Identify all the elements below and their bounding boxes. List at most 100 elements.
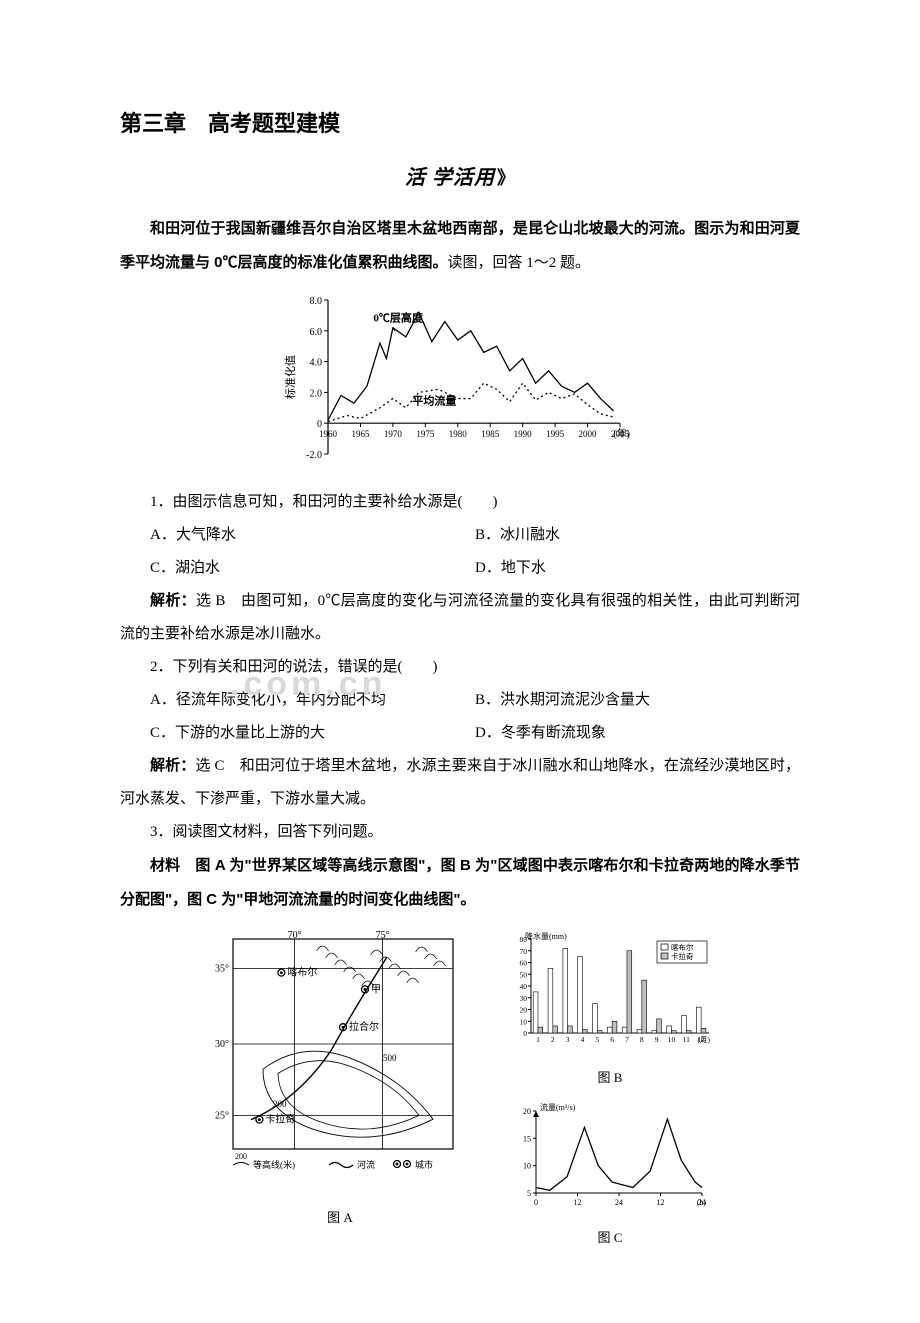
svg-text:1985: 1985: [481, 430, 500, 440]
svg-text:10: 10: [523, 1162, 531, 1171]
q2-stem: 2．下列有关和田河的说法，错误的是( ): [120, 651, 800, 684]
svg-text:10: 10: [520, 1018, 528, 1027]
q1-options: A．大气降水 B．冰川融水 C．湖泊水 D．地下水: [120, 519, 800, 585]
svg-text:0℃层高度: 0℃层高度: [373, 311, 423, 325]
q2-answer: 解析：选 C 和田河位于塔里木盆地，水源主要来自于冰川融水和山地降水，在流经沙漠…: [120, 750, 800, 816]
q1-opt-a: A．大气降水: [150, 519, 475, 552]
svg-text:70°: 70°: [288, 931, 302, 941]
svg-text:6.0: 6.0: [310, 327, 323, 338]
svg-text:4: 4: [581, 1035, 585, 1044]
figC-wrap: 5101520流量(m³/s)012241224(h) 图 C: [510, 1101, 710, 1253]
svg-text:12: 12: [574, 1198, 582, 1207]
svg-text:喀布尔: 喀布尔: [287, 966, 317, 979]
svg-text:2: 2: [551, 1035, 555, 1044]
svg-text:拉合尔: 拉合尔: [349, 1021, 379, 1034]
q1-stem: 1．由图示信息可知，和田河的主要补给水源是( ): [120, 486, 800, 519]
svg-text:标准化值: 标准化值: [283, 355, 297, 399]
svg-text:5: 5: [595, 1035, 599, 1044]
svg-text:11: 11: [683, 1035, 690, 1044]
svg-text:卡拉奇: 卡拉奇: [265, 1113, 295, 1126]
svg-text:卡拉奇: 卡拉奇: [671, 951, 694, 961]
q2-options: A．径流年际变化小，年内分配不均 B．洪水期河流泥沙含量大 C．下游的水量比上游…: [120, 684, 800, 750]
section-banner: 活 学活用》: [120, 156, 800, 200]
q2-ans-lead: 解析：: [150, 758, 195, 774]
svg-text:城市: 城市: [415, 1159, 433, 1170]
figA-wrap: 70°75°25°30°35°200500喀布尔甲拉合尔卡拉奇200等高线(米)…: [205, 931, 475, 1233]
svg-text:1990: 1990: [514, 430, 533, 440]
svg-text:5: 5: [527, 1189, 531, 1198]
q2-opt-a: A．径流年际变化小，年内分配不均: [150, 684, 475, 717]
svg-text:-2.0: -2.0: [306, 450, 322, 461]
q2-ans-body: 选 C 和田河位于塔里木盆地，水源主要来自于冰川融水和山地降水，在流经沙漠地区时…: [120, 758, 800, 807]
svg-text:(h): (h): [697, 1198, 707, 1207]
svg-text:(月): (月): [698, 1035, 711, 1044]
svg-text:12: 12: [657, 1198, 665, 1207]
svg-text:10: 10: [668, 1035, 676, 1044]
q3-material: 材料 图 A 为"世界某区域等高线示意图"，图 B 为"区域图中表示喀布尔和卡拉…: [120, 849, 800, 917]
svg-text:1960: 1960: [319, 430, 338, 440]
svg-text:20: 20: [520, 1006, 528, 1015]
svg-text:1965: 1965: [351, 430, 370, 440]
svg-text:70: 70: [520, 947, 528, 956]
q1-answer: 解析：选 B 由图可知，0℃层高度的变化与河流径流量的变化具有很强的相关性，由此…: [120, 585, 800, 651]
svg-text:喀布尔: 喀布尔: [671, 942, 694, 952]
svg-text:1995: 1995: [546, 430, 565, 440]
svg-text:平均流量: 平均流量: [412, 394, 456, 408]
figB-wrap: 01020304050607080降水量(mm)喀布尔卡拉奇1234567891…: [505, 931, 715, 1093]
svg-text:2.0: 2.0: [310, 389, 323, 400]
svg-text:(年): (年): [613, 428, 630, 441]
figB-caption: 图 B: [505, 1064, 715, 1093]
svg-text:24: 24: [615, 1198, 623, 1207]
svg-text:30: 30: [520, 994, 528, 1003]
svg-text:0: 0: [534, 1198, 538, 1207]
q1-ans-lead: 解析：: [150, 593, 196, 609]
svg-text:30°: 30°: [215, 1039, 229, 1050]
svg-text:60: 60: [520, 959, 528, 968]
svg-text:河流: 河流: [357, 1159, 375, 1170]
svg-text:降水量(mm): 降水量(mm): [525, 931, 567, 941]
chart1-container: -2.002.04.06.08.019601965197019751980198…: [120, 290, 800, 480]
svg-text:流量(m³/s): 流量(m³/s): [540, 1102, 576, 1112]
svg-text:3: 3: [566, 1035, 570, 1044]
q3-mat-lead: 材料: [150, 857, 180, 874]
intro-tail: 读图，回答 1～2 题。: [448, 255, 591, 271]
svg-text:等高线(米): 等高线(米): [253, 1159, 295, 1170]
banner-text: 活 学活用: [405, 167, 495, 189]
q3-mat-body: 图 A 为"世界某区域等高线示意图"，图 B 为"区域图中表示喀布尔和卡拉奇两地…: [120, 857, 800, 908]
q2-opt-c: C．下游的水量比上游的大: [150, 717, 475, 750]
svg-text:8: 8: [640, 1035, 644, 1044]
svg-text:200: 200: [235, 1152, 247, 1161]
figures-row: 70°75°25°30°35°200500喀布尔甲拉合尔卡拉奇200等高线(米)…: [120, 931, 800, 1252]
svg-text:50: 50: [520, 971, 528, 980]
svg-text:1: 1: [536, 1035, 540, 1044]
intro-paragraph: 和田河位于我国新疆维吾尔自治区塔里木盆地西南部，是昆仑山北坡最大的河流。图示为和…: [120, 212, 800, 280]
svg-text:20: 20: [523, 1107, 531, 1116]
figA-caption: 图 A: [205, 1204, 475, 1233]
svg-text:1980: 1980: [449, 430, 468, 440]
figC-svg: 5101520流量(m³/s)012241224(h): [510, 1101, 710, 1211]
q1-opt-b: B．冰川融水: [475, 519, 800, 552]
figC-caption: 图 C: [510, 1224, 710, 1253]
svg-text:9: 9: [655, 1035, 659, 1044]
q1-opt-c: C．湖泊水: [150, 552, 475, 585]
svg-text:2000: 2000: [579, 430, 598, 440]
svg-text:25°: 25°: [215, 1111, 229, 1122]
svg-text:0: 0: [523, 1029, 527, 1038]
svg-text:35°: 35°: [215, 964, 229, 975]
svg-text:40: 40: [520, 982, 528, 991]
svg-text:75°: 75°: [376, 931, 390, 941]
svg-text:500: 500: [383, 1053, 397, 1063]
q2-opt-d: D．冬季有断流现象: [475, 717, 800, 750]
svg-text:1970: 1970: [384, 430, 403, 440]
svg-text:甲: 甲: [371, 985, 381, 996]
figB-svg: 01020304050607080降水量(mm)喀布尔卡拉奇1234567891…: [505, 931, 715, 1051]
fig-right-col: 01020304050607080降水量(mm)喀布尔卡拉奇1234567891…: [505, 931, 715, 1252]
banner-arrow: 》: [497, 168, 515, 188]
svg-text:6: 6: [610, 1035, 614, 1044]
chapter-title: 第三章 高考题型建模: [120, 100, 800, 148]
q2-opt-b: B．洪水期河流泥沙含量大: [475, 684, 800, 717]
svg-text:1975: 1975: [416, 430, 435, 440]
q1-ans-body: 选 B 由图可知，0℃层高度的变化与河流径流量的变化具有很强的相关性，由此可判断…: [120, 593, 800, 642]
svg-text:4.0: 4.0: [310, 358, 323, 369]
svg-text:8.0: 8.0: [310, 296, 323, 307]
